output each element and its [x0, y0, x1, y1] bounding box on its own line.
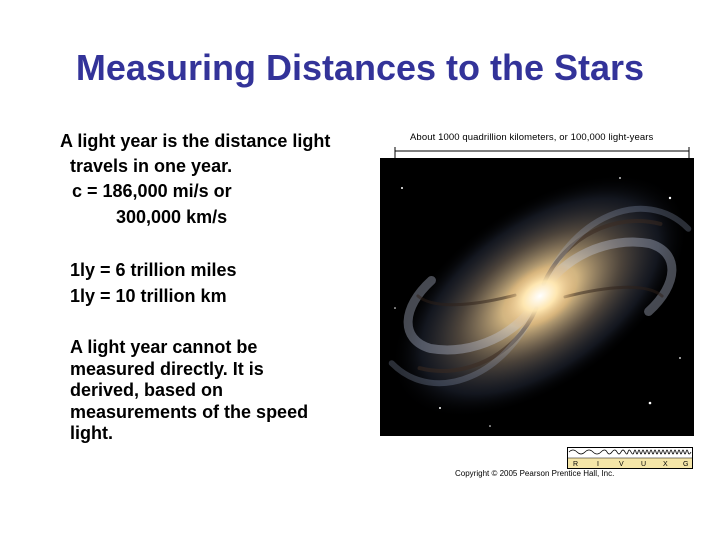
galaxy-image: [380, 158, 694, 436]
copyright-notice: Copyright © 2005 Pearson Prentice Hall, …: [455, 469, 615, 478]
para-line: measurements of the speed: [70, 401, 309, 422]
body-line1-rest: is the distance light: [157, 131, 331, 151]
light-year-term: light year: [77, 131, 158, 151]
para-line: light.: [70, 423, 113, 443]
spectrum-label-xray: X: [663, 461, 668, 468]
spectrum-label-radio: R: [573, 461, 578, 468]
body-line-ly-km: 1ly = 10 trillion km: [70, 286, 227, 306]
para-line: measured directly. It is: [70, 358, 264, 379]
body-paragraph-derived: A light year cannot be measured directly…: [70, 337, 370, 445]
figure-caption: About 1000 quadrillion kilometers, or 10…: [410, 132, 654, 143]
para-line: A light year cannot be: [70, 337, 258, 357]
spectrum-scale: R I V U X G: [567, 447, 693, 469]
body-line-travels: travels in one year.: [70, 156, 233, 176]
body-line-speed-km: 300,000 km/s: [116, 207, 228, 227]
body-line-light-year-definition: A light year is the distance light: [60, 128, 330, 154]
body-line-ly-miles: 1ly = 6 trillion miles: [70, 260, 237, 280]
spectrum-label-ultraviolet: U: [641, 461, 646, 468]
body-line1-prefix: A: [60, 131, 78, 151]
body-line-speed-miles: c = 186,000 mi/s or: [72, 181, 232, 201]
spiral-galaxy-illustration: [380, 158, 694, 436]
spectrum-label-visible: V: [619, 461, 624, 468]
spectrum-label-infrared: I: [597, 461, 599, 468]
spectrum-wave: [568, 449, 692, 455]
para-line: derived, based on: [70, 380, 224, 400]
slide-title: Measuring Distances to the Stars: [75, 47, 645, 88]
spectrum-label-gamma: G: [683, 461, 688, 468]
scale-bar: [394, 147, 690, 158]
